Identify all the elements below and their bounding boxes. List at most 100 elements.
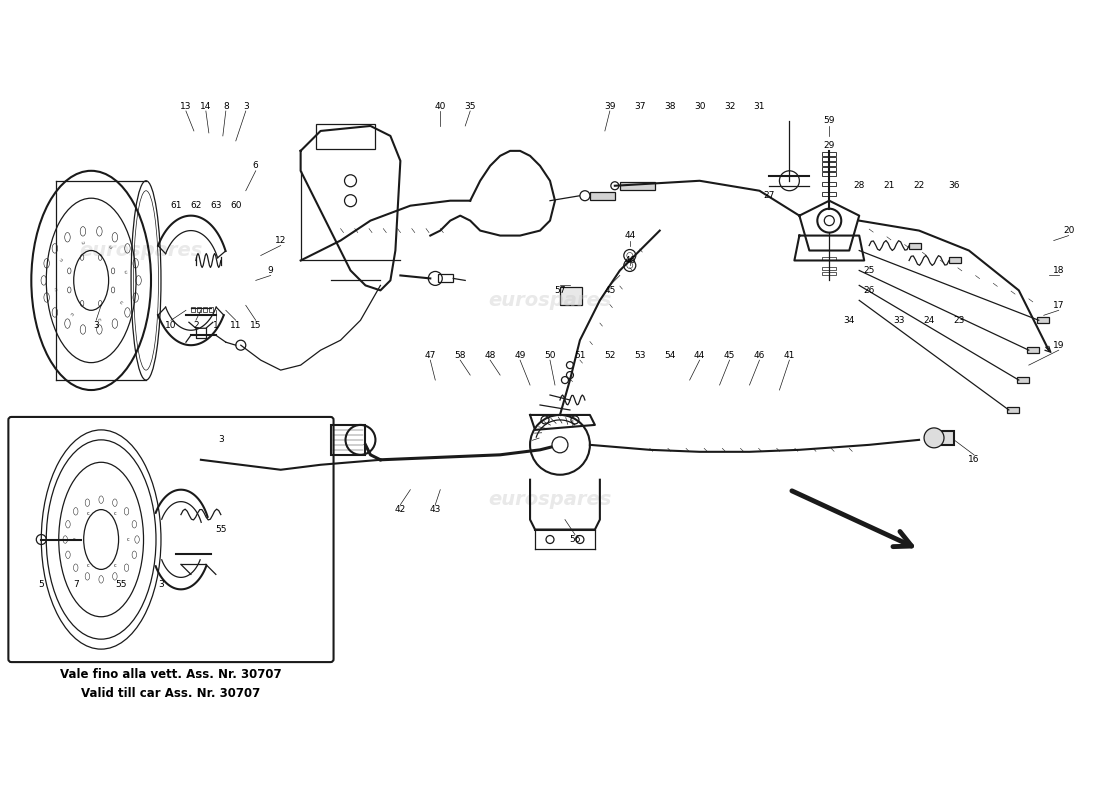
Bar	[560, 287, 582, 306]
Text: Vale fino alla vett. Ass. Nr. 30707: Vale fino alla vett. Ass. Nr. 30707	[60, 667, 282, 681]
Text: 35: 35	[464, 102, 476, 110]
Bar	[823, 167, 836, 170]
Text: 50: 50	[544, 350, 556, 360]
Text: 46: 46	[624, 256, 636, 265]
Bar	[1016, 377, 1028, 383]
Text: 3: 3	[218, 435, 223, 444]
Text: 5: 5	[39, 580, 44, 589]
Text: 46: 46	[754, 350, 766, 360]
Text: c: c	[73, 537, 76, 542]
Text: 58: 58	[454, 350, 466, 360]
Text: 55: 55	[216, 525, 227, 534]
Text: c: c	[108, 245, 114, 250]
Bar	[823, 272, 836, 275]
Text: 56: 56	[569, 535, 581, 544]
Text: 2: 2	[194, 321, 199, 330]
Text: c: c	[87, 563, 89, 568]
Text: 43: 43	[430, 505, 441, 514]
Text: 26: 26	[864, 286, 874, 295]
Text: 3: 3	[158, 580, 164, 589]
Text: 11: 11	[230, 321, 242, 330]
Text: 57: 57	[554, 286, 565, 295]
Bar	[209, 307, 213, 312]
Text: 61: 61	[170, 201, 182, 210]
Text: 31: 31	[754, 102, 766, 110]
Text: 51: 51	[574, 350, 585, 360]
Text: 62: 62	[190, 201, 201, 210]
Text: 19: 19	[1053, 341, 1065, 350]
Bar	[823, 162, 836, 166]
Bar	[823, 158, 836, 161]
Text: 44: 44	[694, 350, 705, 360]
Bar	[197, 307, 201, 312]
Bar	[1037, 318, 1048, 323]
Text: c: c	[113, 563, 116, 568]
Text: 21: 21	[883, 182, 894, 190]
Text: 45: 45	[724, 350, 735, 360]
Text: 30: 30	[694, 102, 705, 110]
Text: 16: 16	[968, 455, 980, 464]
Text: 47: 47	[425, 350, 436, 360]
Text: 3: 3	[94, 321, 99, 330]
Circle shape	[580, 190, 590, 201]
Text: 37: 37	[634, 102, 646, 110]
Text: 48: 48	[484, 350, 496, 360]
Text: c: c	[81, 239, 87, 243]
Bar	[316, 124, 375, 149]
Text: c: c	[124, 270, 129, 275]
Bar	[619, 182, 654, 190]
Text: 52: 52	[604, 350, 616, 360]
Text: c: c	[119, 300, 123, 306]
Text: 59: 59	[824, 117, 835, 126]
Text: 24: 24	[923, 316, 935, 325]
Text: 22: 22	[913, 182, 925, 190]
Bar	[909, 242, 921, 249]
Circle shape	[552, 437, 568, 453]
Text: 39: 39	[604, 102, 616, 110]
Text: c: c	[113, 511, 116, 516]
Text: 18: 18	[1053, 266, 1065, 275]
Text: 23: 23	[954, 316, 965, 325]
Text: Valid till car Ass. Nr. 30707: Valid till car Ass. Nr. 30707	[81, 687, 261, 701]
Text: 44: 44	[624, 231, 636, 240]
Text: 38: 38	[664, 102, 675, 110]
Text: 29: 29	[824, 142, 835, 150]
Text: 60: 60	[230, 201, 242, 210]
Text: c: c	[96, 318, 101, 322]
Text: c: c	[54, 286, 58, 291]
Text: 25: 25	[864, 266, 874, 275]
Bar	[191, 307, 195, 312]
Text: 3: 3	[243, 102, 249, 110]
Text: eurospares: eurospares	[488, 291, 612, 310]
Text: eurospares: eurospares	[79, 241, 202, 260]
Text: 42: 42	[395, 505, 406, 514]
Bar	[202, 307, 207, 312]
Text: 27: 27	[763, 191, 776, 200]
Text: 1: 1	[213, 321, 219, 330]
Text: 53: 53	[634, 350, 646, 360]
Text: 13: 13	[180, 102, 191, 110]
Bar	[823, 192, 836, 196]
Bar	[1026, 347, 1038, 353]
Text: 28: 28	[854, 182, 865, 190]
Text: 55: 55	[116, 580, 127, 589]
Bar	[331, 425, 365, 455]
Text: 41: 41	[783, 350, 795, 360]
Text: 15: 15	[250, 321, 262, 330]
Text: 54: 54	[664, 350, 675, 360]
Text: c: c	[68, 311, 74, 316]
Text: 45: 45	[604, 286, 616, 295]
Text: 20: 20	[1063, 226, 1075, 235]
Text: 40: 40	[434, 102, 446, 110]
Text: 10: 10	[165, 321, 177, 330]
Text: 17: 17	[1053, 301, 1065, 310]
Text: 33: 33	[893, 316, 905, 325]
Text: 34: 34	[844, 316, 855, 325]
Circle shape	[924, 428, 944, 448]
Text: 32: 32	[724, 102, 735, 110]
Text: c: c	[58, 255, 64, 261]
Text: 8: 8	[223, 102, 229, 110]
Text: 14: 14	[200, 102, 211, 110]
Text: 7: 7	[74, 580, 79, 589]
Bar	[438, 274, 453, 282]
